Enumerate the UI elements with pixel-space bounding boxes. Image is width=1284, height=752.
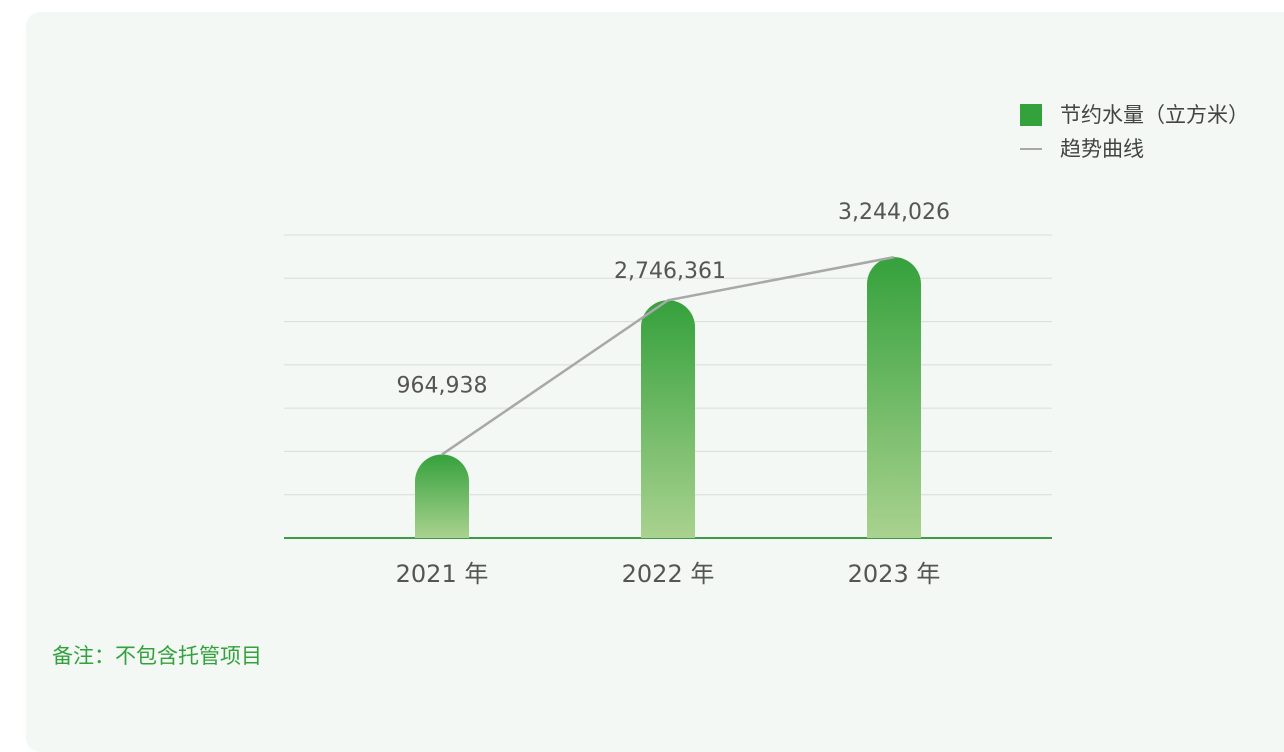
legend: 节约水量（立方米） 趋势曲线 (1020, 98, 1249, 166)
bar (641, 300, 695, 538)
line-swatch-icon (1020, 148, 1042, 150)
bar (867, 257, 921, 538)
trend-line-layer (441, 255, 895, 456)
bars (415, 257, 921, 538)
bar-swatch-icon (1020, 104, 1042, 126)
x-tick-label: 2022 年 (622, 560, 715, 588)
bar (415, 454, 469, 538)
data-label: 964,938 (397, 373, 488, 398)
x-tick-label: 2023 年 (848, 560, 941, 588)
legend-item-bar: 节约水量（立方米） (1020, 98, 1249, 132)
x-tick-label: 2021 年 (396, 560, 489, 588)
legend-line-label: 趋势曲线 (1060, 137, 1144, 161)
legend-item-line: 趋势曲线 (1020, 132, 1249, 166)
x-tick-labels: 2021 年 2022 年 2023 年 (396, 560, 941, 588)
trend-line (441, 255, 895, 456)
data-labels: 964,938 2,746,361 3,244,026 (397, 200, 950, 398)
data-label: 3,244,026 (838, 200, 950, 225)
footnote: 备注：不包含托管项目 (52, 644, 262, 668)
data-label: 2,746,361 (614, 259, 726, 284)
legend-bar-label: 节约水量（立方米） (1060, 103, 1249, 127)
